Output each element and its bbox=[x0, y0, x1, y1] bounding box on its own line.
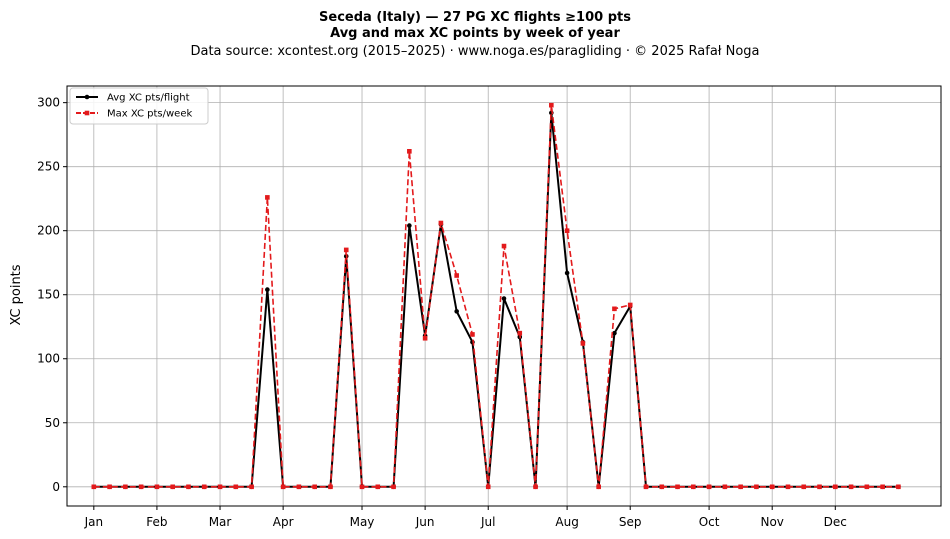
x-tick-label: Aug bbox=[555, 515, 578, 529]
data-point bbox=[659, 484, 665, 490]
data-point bbox=[170, 484, 176, 490]
data-point bbox=[454, 309, 459, 314]
data-point bbox=[880, 484, 885, 490]
data-point bbox=[612, 330, 617, 336]
x-tick-label: Mar bbox=[209, 515, 232, 529]
data-point bbox=[785, 484, 791, 490]
data-point bbox=[485, 484, 491, 490]
series-line bbox=[93, 111, 899, 488]
data-point bbox=[407, 149, 412, 154]
x-tick-label: Jul bbox=[480, 515, 495, 529]
data-point bbox=[312, 484, 317, 490]
y-tick-label: 200 bbox=[37, 224, 60, 238]
data-point bbox=[596, 484, 601, 490]
series-max bbox=[91, 102, 901, 490]
data-point bbox=[612, 306, 617, 312]
legend-label: Max XC pts/week bbox=[107, 109, 192, 120]
data-point bbox=[422, 335, 428, 341]
data-point bbox=[848, 484, 854, 490]
data-point bbox=[691, 484, 696, 490]
series-line bbox=[93, 104, 899, 488]
x-tick-label: Jun bbox=[415, 515, 435, 529]
data-point bbox=[675, 484, 680, 490]
data-point bbox=[896, 484, 901, 490]
chart-title: Seceda (Italy) — 27 PG XC flights ≥100 p… bbox=[319, 10, 631, 25]
x-tick-label: May bbox=[350, 515, 375, 529]
axes: Jan Feb Mar Apr May Jun Jul Aug Sep Oct Nov Dec 0 50 1… bbox=[37, 85, 942, 529]
legend-label: Avg XC pts/flight bbox=[107, 93, 190, 104]
data-point bbox=[107, 484, 112, 490]
legend-item-avg: Avg XC pts/flight bbox=[76, 93, 190, 104]
plot-frame bbox=[66, 85, 942, 507]
data-point bbox=[738, 484, 743, 490]
y-tick-label: 250 bbox=[37, 160, 60, 174]
y-tick-label: 0 bbox=[52, 480, 60, 494]
data-point bbox=[817, 484, 822, 490]
data-point bbox=[249, 484, 254, 490]
data-point bbox=[722, 484, 728, 490]
data-point bbox=[438, 220, 444, 226]
data-point bbox=[501, 243, 507, 249]
data-point bbox=[564, 228, 570, 233]
data-point bbox=[296, 484, 302, 490]
legend-item-max: Max XC pts/week bbox=[76, 109, 192, 120]
data-point bbox=[280, 484, 286, 490]
data-point bbox=[564, 270, 570, 276]
y-tick-label: 150 bbox=[37, 288, 60, 302]
data-point bbox=[517, 330, 523, 336]
data-point bbox=[501, 296, 507, 301]
data-point bbox=[754, 484, 759, 490]
grid bbox=[67, 86, 941, 506]
data-point bbox=[138, 484, 144, 490]
x-tick-label: Sep bbox=[619, 515, 642, 529]
data-point bbox=[391, 484, 396, 490]
data-point bbox=[186, 484, 191, 490]
data-point bbox=[533, 484, 538, 490]
data-point bbox=[706, 484, 712, 490]
chart-subtitle: Avg and max XC points by week of year bbox=[330, 26, 620, 41]
data-point bbox=[627, 302, 633, 308]
data-point bbox=[470, 332, 475, 337]
data-point bbox=[201, 484, 207, 490]
data-point bbox=[375, 484, 381, 490]
legend: Avg XC pts/flight Max XC pts/week bbox=[69, 87, 209, 125]
x-tick-label: Jan bbox=[84, 515, 104, 529]
legend-box bbox=[69, 87, 209, 125]
data-point bbox=[454, 273, 459, 278]
data-point bbox=[328, 484, 333, 490]
x-tick-label: Oct bbox=[699, 515, 720, 529]
y-tick-label: 300 bbox=[37, 96, 60, 110]
data-point bbox=[580, 341, 586, 346]
chart-source-note: Data source: xcontest.org (2015–2025) · … bbox=[190, 44, 759, 59]
series-avg bbox=[91, 110, 901, 490]
data-point bbox=[343, 247, 349, 253]
data-point bbox=[549, 102, 554, 108]
x-tick-label: Apr bbox=[273, 515, 294, 529]
data-point bbox=[864, 484, 870, 490]
series-layer bbox=[91, 102, 901, 490]
data-point bbox=[359, 484, 365, 490]
x-tick-label: Nov bbox=[760, 515, 783, 529]
data-point bbox=[233, 484, 239, 490]
y-axis-label: XC points bbox=[9, 264, 24, 325]
data-point bbox=[265, 287, 270, 292]
data-point bbox=[801, 484, 807, 490]
data-point bbox=[407, 223, 412, 228]
x-tick-label: Feb bbox=[146, 515, 167, 529]
legend-marker bbox=[84, 94, 90, 100]
y-tick-label: 100 bbox=[37, 352, 60, 366]
x-tick-label: Dec bbox=[824, 515, 847, 529]
legend-marker bbox=[84, 110, 90, 116]
data-point bbox=[832, 484, 838, 490]
data-point bbox=[154, 484, 160, 490]
data-point bbox=[217, 484, 223, 490]
data-point bbox=[643, 484, 649, 490]
data-point bbox=[123, 484, 128, 490]
data-point bbox=[769, 484, 775, 490]
data-point bbox=[265, 195, 270, 200]
data-point bbox=[91, 484, 97, 490]
y-tick-label: 50 bbox=[45, 416, 60, 430]
